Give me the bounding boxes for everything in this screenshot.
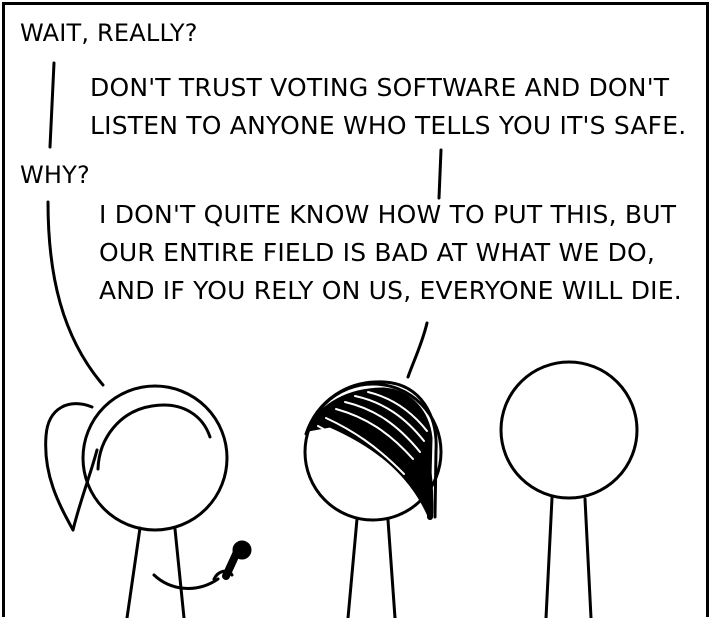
right-body-line-2 [583,497,593,618]
middle-body-line-2 [386,518,397,618]
right-figure [499,360,639,618]
speech-dont-trust-line-2: LISTEN TO ANYONE WHO TELLS YOU IT'S SAFE… [90,111,687,140]
speech-block-explanation: I DON'T QUITE KNOW HOW TO PUT THIS, BUT … [99,196,682,310]
right-head [499,360,639,500]
speech-tail-wait-really [48,61,56,149]
speech-tail-explanation [406,321,429,379]
left-head [81,384,229,532]
speech-wait-really: WAIT, REALLY? [20,19,198,47]
left-figure [44,384,234,618]
microphone [222,540,252,580]
ponytail [44,402,99,532]
middle-hair-outline [304,380,438,519]
middle-hair-fill [306,387,433,518]
speech-why: WHY? [20,161,90,189]
left-hair-arc [96,403,212,471]
left-arm [152,573,220,590]
left-body-line-2 [173,527,186,618]
middle-body-line [346,517,359,618]
speech-tail-dont-trust [437,148,443,200]
speech-explain-line-2: OUR ENTIRE FIELD IS BAD AT WHAT WE DO, [99,238,656,267]
speech-tail-why [46,200,105,387]
middle-head [303,382,443,522]
left-body-line [125,526,142,618]
speech-explain-line-1: I DON'T QUITE KNOW HOW TO PUT THIS, BUT [99,200,677,229]
right-body-line [544,496,554,618]
speech-block-dont-trust: DON'T TRUST VOTING SOFTWARE AND DON'T LI… [90,69,686,145]
middle-hair-highlight [317,391,428,487]
middle-figure [303,380,443,618]
middle-hair-lower-spike [423,450,434,520]
microphone-head [232,540,252,560]
speech-dont-trust-line-1: DON'T TRUST VOTING SOFTWARE AND DON'T [90,73,670,102]
speech-explain-line-3: AND IF YOU RELY ON US, EVERYONE WILL DIE… [99,276,682,305]
